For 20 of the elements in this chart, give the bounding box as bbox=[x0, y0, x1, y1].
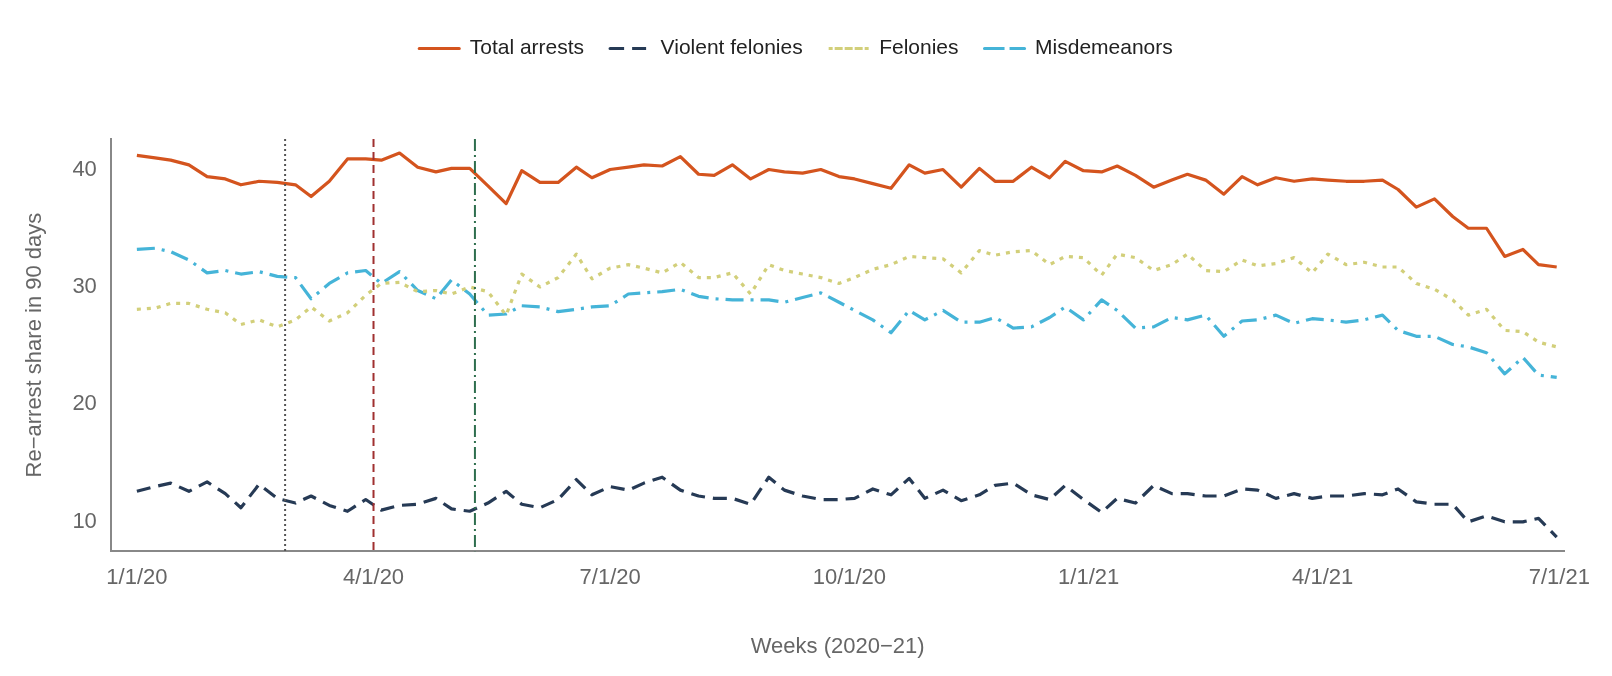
y-tick-label: 10 bbox=[72, 507, 97, 533]
x-axis-title: Weeks (2020−21) bbox=[750, 632, 925, 658]
y-axis-title: Re−arrest share in 90 days bbox=[21, 212, 47, 478]
x-tick-label: 1/1/20 bbox=[106, 564, 168, 590]
legend-label: Total arrests bbox=[469, 35, 585, 59]
x-tick-label: 4/1/20 bbox=[342, 564, 405, 590]
x-tick-label: 7/1/21 bbox=[1528, 564, 1590, 590]
y-tick-label: 30 bbox=[72, 273, 97, 299]
x-tick-label: 10/1/20 bbox=[812, 564, 887, 590]
line-series bbox=[135, 246, 1559, 379]
y-tick-label: 20 bbox=[72, 390, 97, 416]
legend-label: Violent felonies bbox=[660, 35, 803, 59]
legend-label: Misdemeanors bbox=[1035, 35, 1173, 59]
line-series bbox=[135, 248, 1559, 349]
x-tick-label: 1/1/21 bbox=[1058, 564, 1120, 590]
x-tick-label: 4/1/21 bbox=[1292, 564, 1354, 590]
legend-label: Felonies bbox=[879, 35, 959, 59]
line-series bbox=[135, 475, 1559, 539]
y-tick-label: 40 bbox=[72, 155, 97, 181]
x-tick-label: 7/1/20 bbox=[579, 564, 641, 590]
